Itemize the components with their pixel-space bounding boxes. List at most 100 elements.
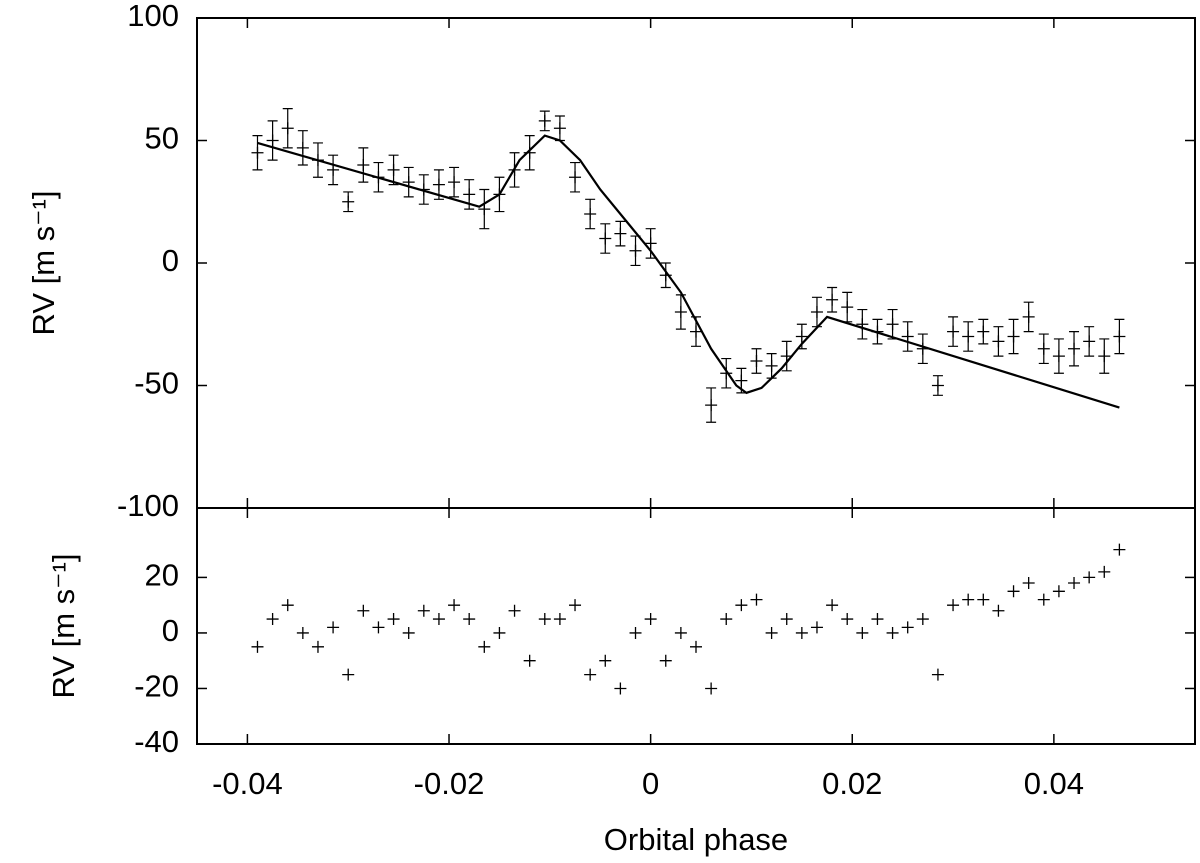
data-point — [387, 163, 400, 176]
data-point — [795, 626, 808, 639]
x-axis-label: Orbital phase — [604, 822, 788, 857]
data-point — [1052, 585, 1065, 598]
data-point — [1037, 342, 1050, 355]
data-point — [962, 330, 975, 343]
data-point — [962, 593, 975, 606]
data-point — [357, 159, 370, 171]
data-point — [327, 621, 340, 634]
data-point — [342, 195, 355, 208]
y-tick-label: -20 — [134, 669, 179, 704]
data-point — [569, 599, 582, 612]
data-point — [705, 682, 718, 695]
data-point — [1052, 350, 1065, 363]
data-point — [871, 613, 884, 626]
data-point — [765, 626, 778, 639]
data-point — [841, 613, 854, 626]
data-point — [826, 293, 839, 306]
data-point — [1022, 576, 1035, 589]
data-point — [372, 171, 385, 184]
data-point — [841, 301, 854, 314]
y-axis-label: RV [m s⁻¹] — [26, 191, 61, 336]
data-point — [750, 355, 763, 367]
data-point — [1007, 330, 1020, 343]
y-axis-label: RV [m s⁻¹] — [46, 554, 81, 699]
data-point — [916, 613, 929, 626]
data-point — [720, 613, 733, 626]
x-tick-label: -0.04 — [212, 766, 283, 801]
data-point — [690, 640, 702, 653]
data-point — [296, 626, 309, 639]
data-point — [523, 654, 536, 667]
data-point — [826, 599, 839, 612]
data-point — [810, 306, 823, 318]
data-point — [281, 122, 294, 135]
data-point — [1098, 350, 1111, 363]
y-tick-label: -100 — [117, 488, 179, 523]
data-point — [266, 134, 279, 147]
x-tick-label: 0 — [642, 766, 659, 801]
data-point — [372, 621, 385, 634]
data-point — [1068, 342, 1081, 355]
data-point — [1007, 585, 1020, 598]
data-point — [584, 668, 597, 681]
data-point — [251, 146, 264, 159]
data-point — [402, 176, 415, 189]
data-point — [357, 604, 370, 617]
data-point — [387, 613, 400, 626]
data-point — [901, 330, 914, 343]
data-point — [1068, 576, 1081, 589]
x-tick-label: -0.02 — [414, 766, 485, 801]
data-point — [1113, 330, 1126, 343]
data-point — [735, 599, 748, 612]
data-point — [992, 335, 1005, 348]
data-point — [901, 621, 914, 634]
y-tick-label: -40 — [134, 724, 179, 759]
data-point — [720, 367, 733, 380]
data-point — [553, 122, 566, 135]
data-point — [493, 188, 506, 201]
data-point — [810, 621, 823, 634]
data-point — [417, 183, 430, 196]
data-point — [538, 114, 551, 127]
data-point — [1037, 593, 1050, 606]
y-tick-label: -50 — [134, 366, 179, 401]
data-point — [463, 613, 476, 626]
plot-frame — [196, 17, 1196, 509]
data-point — [780, 350, 793, 363]
data-point — [569, 171, 582, 184]
data-point — [402, 626, 415, 639]
data-point — [448, 176, 461, 189]
data-point — [296, 141, 309, 154]
data-point — [538, 613, 551, 626]
data-point — [947, 599, 960, 612]
data-point — [644, 613, 657, 626]
data-point — [327, 163, 340, 176]
data-point — [1083, 571, 1096, 584]
data-point — [478, 640, 491, 653]
data-point — [856, 626, 869, 639]
model-line — [257, 134, 1120, 409]
data-point — [614, 682, 627, 695]
data-point — [916, 342, 929, 355]
data-point — [311, 640, 324, 653]
data-point — [659, 269, 672, 282]
data-point — [1083, 335, 1096, 348]
data-point — [478, 203, 491, 216]
data-point — [947, 325, 960, 338]
data-point — [690, 325, 702, 338]
data-point — [644, 237, 657, 250]
data-point — [931, 668, 944, 681]
data-point — [493, 626, 506, 639]
data-point — [674, 306, 687, 318]
data-point — [251, 640, 264, 653]
plot-frame — [196, 507, 1196, 745]
data-point — [886, 626, 899, 639]
data-point — [417, 604, 430, 617]
data-point — [780, 613, 793, 626]
y-tick-label: 100 — [127, 0, 179, 33]
y-tick-label: 0 — [162, 613, 179, 648]
data-point — [750, 593, 763, 606]
data-point — [629, 626, 642, 639]
y-tick-label: 50 — [145, 121, 179, 156]
data-point — [886, 318, 899, 331]
